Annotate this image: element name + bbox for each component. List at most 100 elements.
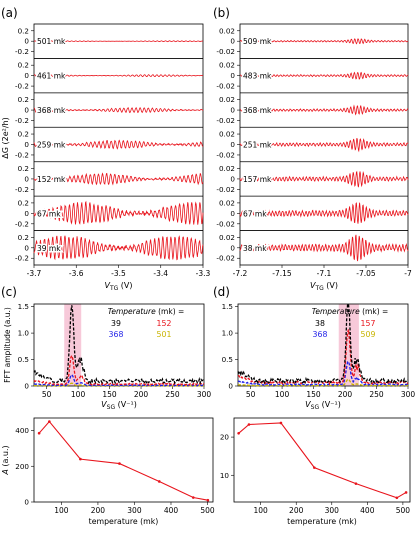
x-tick-label: -3.6 [69, 269, 84, 278]
plot-frame [233, 417, 411, 503]
x-tick-label: 50 [42, 390, 52, 399]
y-tick-label: 0 [230, 71, 235, 80]
trace-line [239, 71, 409, 80]
x-axis-label: VTG (V) [104, 281, 132, 292]
fft-series-39 [33, 305, 205, 386]
trace-line [239, 138, 409, 153]
fft-series-152 [33, 353, 205, 386]
y-tick-label: 0 [24, 243, 29, 252]
plot-frame [33, 303, 205, 387]
y-tick-label: 0 [230, 140, 235, 149]
y-tick-label: -0.2 [15, 254, 29, 263]
y-tick-label: 0.02 [219, 198, 235, 207]
y-tick-label: 0.2 [18, 164, 29, 173]
data-point [247, 423, 251, 426]
trace-line [239, 104, 409, 116]
trace-label: 157 mk [243, 175, 272, 184]
amplitude-line [38, 420, 208, 501]
data-point [404, 491, 408, 494]
y-tick-label: 0 [24, 209, 29, 218]
y-axis-label: FFT amplitude (a.u.) [3, 307, 12, 383]
y-tick-label: 1.5 [222, 302, 233, 311]
y-tick-label: 0.2 [18, 233, 29, 242]
data-point [279, 421, 283, 425]
y-tick-label: -0.2 [15, 150, 29, 159]
common-y-axis-label: ΔG (2e²/h) [1, 117, 10, 158]
legend-entry-38: 38 [315, 319, 325, 328]
x-tick-label: 50 [246, 390, 256, 399]
trace-label: 483 mk [243, 72, 272, 81]
y-tick-label: 0 [24, 498, 29, 507]
amplitude-line [238, 422, 407, 499]
legend-entry-39: 39 [111, 319, 121, 328]
legend-entry-157: 157 [361, 319, 376, 328]
y-tick-label: -0.02 [216, 150, 235, 159]
legend-entry-368: 368 [313, 330, 328, 339]
trace-line [33, 107, 204, 114]
x-tick-label: -7 [404, 269, 412, 278]
x-tick-label: 200 [289, 506, 304, 515]
trace-label: 368 mk [37, 106, 66, 115]
y-tick-label: 0.02 [219, 26, 235, 35]
x-tick-label: -7.15 [272, 269, 292, 278]
y-tick-label: 1.0 [222, 329, 234, 338]
data-point [206, 498, 210, 502]
trace-label: 38 mk [243, 244, 267, 253]
panel-label-b: (b) [213, 6, 230, 20]
y-tick-label: 1.5 [18, 302, 29, 311]
trace-line [33, 235, 204, 261]
trace-line [33, 200, 204, 225]
legend-entry-501: 501 [157, 330, 172, 339]
data-point [158, 480, 161, 483]
trace-line [33, 40, 204, 43]
panel-c-fft-chart: 0 0.5 1.0 1.5 50 100 150 200 250 300 VSG (V⁻¹) FFT … [3, 302, 211, 411]
x-tick-label: 300 [325, 506, 340, 515]
x-tick-label: 150 [306, 390, 321, 399]
y-tick-label: -0.02 [216, 116, 235, 125]
x-axis-label: VSG (V⁻¹) [101, 400, 137, 411]
y-tick-label: 0.2 [18, 61, 29, 70]
x-tick-label: 100 [54, 506, 69, 515]
panel-d-fft-chart: 0 0.5 1.0 1.5 50 100 150 200 250 300 VSG (V⁻¹) Temp… [222, 302, 415, 411]
panel-e-amplitude-chart: 0 200 400 100 200 300 400 500 temperature (mk) A … [1, 417, 215, 526]
x-axis-label: VTG (V) [310, 281, 338, 292]
y-tick-label: 20 [220, 433, 230, 442]
y-tick-label: 0.2 [18, 198, 29, 207]
x-tick-label: 500 [200, 506, 215, 515]
trace-line [33, 139, 204, 150]
y-tick-label: -0.2 [15, 47, 29, 56]
y-tick-label: 0 [24, 106, 29, 115]
y-tick-label: 0.02 [219, 95, 235, 104]
y-tick-label: 0 [230, 243, 235, 252]
y-tick-label: 0 [24, 174, 29, 183]
panel-label-d: (d) [213, 285, 230, 299]
data-point [191, 496, 195, 499]
x-tick-label: -7.05 [356, 269, 376, 278]
y-tick-label: 0.02 [219, 130, 235, 139]
fft-series-368 [33, 373, 205, 387]
x-tick-label: 150 [102, 390, 117, 399]
data-point [237, 431, 240, 435]
legend-title: Temperature (mk) = [108, 307, 185, 316]
data-point [395, 496, 399, 500]
x-tick-label: 500 [396, 506, 411, 515]
y-tick-label: 0.02 [219, 233, 235, 242]
x-tick-label: 250 [165, 390, 180, 399]
trace-label: 152 mk [37, 175, 66, 184]
y-tick-label: 0.5 [222, 355, 233, 364]
data-point [313, 466, 316, 469]
y-tick-label: 0 [24, 382, 29, 391]
y-tick-label: -0.02 [216, 82, 235, 91]
x-axis-label: VSG (V⁻¹) [305, 400, 341, 411]
y-tick-label: -0.2 [15, 116, 29, 125]
x-tick-label: 200 [338, 390, 353, 399]
x-tick-label: 300 [197, 390, 212, 399]
y-tick-label: -0.2 [15, 219, 29, 228]
x-tick-label: -3.4 [153, 269, 168, 278]
fft-series-509 [237, 378, 409, 387]
x-axis-label: temperature (mk) [287, 517, 357, 526]
y-tick-label: -0.02 [216, 254, 235, 263]
trace-line [239, 170, 409, 188]
